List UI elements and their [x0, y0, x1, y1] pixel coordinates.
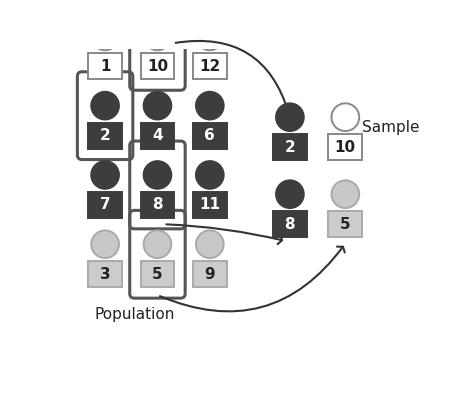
FancyBboxPatch shape — [140, 123, 174, 149]
Ellipse shape — [91, 230, 119, 258]
Text: 12: 12 — [199, 59, 220, 74]
Text: 7: 7 — [100, 197, 110, 213]
Text: 2: 2 — [284, 140, 295, 155]
FancyBboxPatch shape — [88, 53, 122, 80]
Text: 9: 9 — [204, 267, 215, 282]
FancyBboxPatch shape — [88, 192, 122, 218]
FancyBboxPatch shape — [328, 211, 362, 237]
Ellipse shape — [144, 23, 171, 50]
FancyBboxPatch shape — [88, 261, 122, 288]
Text: 5: 5 — [340, 217, 351, 232]
Text: 8: 8 — [284, 217, 295, 232]
Ellipse shape — [276, 180, 304, 208]
FancyBboxPatch shape — [273, 134, 307, 160]
Ellipse shape — [276, 103, 304, 131]
FancyBboxPatch shape — [193, 192, 227, 218]
Text: 1: 1 — [100, 59, 110, 74]
Ellipse shape — [144, 92, 171, 119]
Text: 4: 4 — [152, 128, 163, 143]
Ellipse shape — [196, 23, 224, 50]
Ellipse shape — [144, 230, 171, 258]
FancyBboxPatch shape — [193, 53, 227, 80]
FancyBboxPatch shape — [193, 261, 227, 288]
Text: 6: 6 — [204, 128, 215, 143]
Ellipse shape — [196, 230, 224, 258]
Text: 10: 10 — [335, 140, 356, 155]
FancyBboxPatch shape — [193, 123, 227, 149]
FancyBboxPatch shape — [88, 123, 122, 149]
FancyBboxPatch shape — [140, 192, 174, 218]
Ellipse shape — [91, 23, 119, 50]
FancyBboxPatch shape — [328, 134, 362, 160]
Text: Population: Population — [94, 307, 175, 322]
Ellipse shape — [91, 92, 119, 119]
Text: 3: 3 — [100, 267, 110, 282]
Text: 5: 5 — [152, 267, 163, 282]
Ellipse shape — [91, 161, 119, 189]
Ellipse shape — [331, 103, 359, 131]
FancyBboxPatch shape — [140, 53, 174, 80]
Text: 10: 10 — [147, 59, 168, 74]
Ellipse shape — [196, 161, 224, 189]
Text: Sample: Sample — [362, 120, 420, 136]
Text: 8: 8 — [152, 197, 163, 213]
Ellipse shape — [196, 92, 224, 119]
Text: 11: 11 — [199, 197, 220, 213]
Ellipse shape — [331, 180, 359, 208]
Ellipse shape — [144, 161, 171, 189]
FancyBboxPatch shape — [140, 261, 174, 288]
Text: 2: 2 — [100, 128, 110, 143]
FancyBboxPatch shape — [273, 211, 307, 237]
